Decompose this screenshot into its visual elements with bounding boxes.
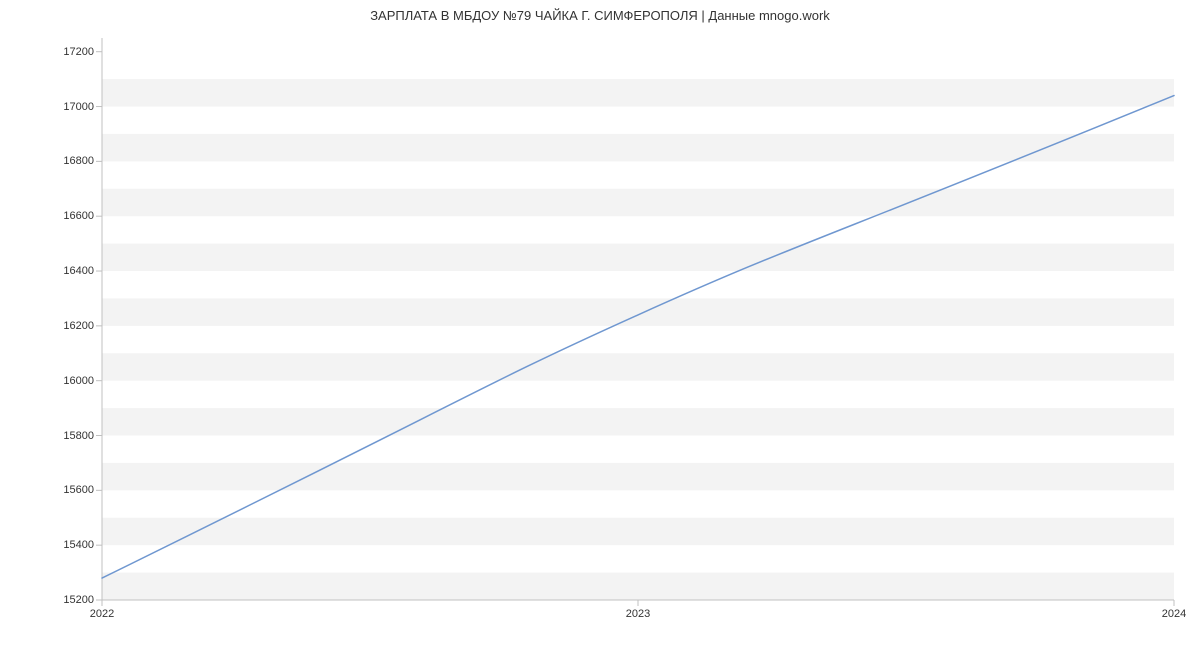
- plot-area: 1520015400156001580016000162001640016600…: [102, 38, 1174, 600]
- y-tick-label: 16200: [63, 320, 94, 332]
- y-tick-label: 15800: [63, 430, 94, 442]
- grid-band: [102, 244, 1174, 271]
- y-tick-label: 17200: [63, 46, 94, 58]
- x-tick-label: 2022: [90, 608, 114, 620]
- grid-band: [102, 298, 1174, 325]
- chart-svg: [102, 38, 1174, 600]
- y-tick-label: 17000: [63, 101, 94, 113]
- x-tick-label: 2023: [626, 608, 650, 620]
- grid-band: [102, 134, 1174, 161]
- y-tick-label: 15600: [63, 484, 94, 496]
- grid-band: [102, 353, 1174, 380]
- x-tick-label: 2024: [1162, 608, 1186, 620]
- y-tick-label: 16800: [63, 155, 94, 167]
- series-line: [102, 96, 1174, 578]
- y-tick-label: 16600: [63, 210, 94, 222]
- chart-container: ЗАРПЛАТА В МБДОУ №79 ЧАЙКА Г. СИМФЕРОПОЛ…: [0, 0, 1200, 650]
- y-tick-label: 15400: [63, 539, 94, 551]
- y-tick-label: 16000: [63, 375, 94, 387]
- y-tick-label: 15200: [63, 594, 94, 606]
- grid-band: [102, 189, 1174, 216]
- grid-band: [102, 79, 1174, 106]
- grid-band: [102, 518, 1174, 545]
- grid-band: [102, 573, 1174, 600]
- grid-band: [102, 463, 1174, 490]
- grid-band: [102, 408, 1174, 435]
- chart-title: ЗАРПЛАТА В МБДОУ №79 ЧАЙКА Г. СИМФЕРОПОЛ…: [0, 8, 1200, 23]
- y-tick-label: 16400: [63, 265, 94, 277]
